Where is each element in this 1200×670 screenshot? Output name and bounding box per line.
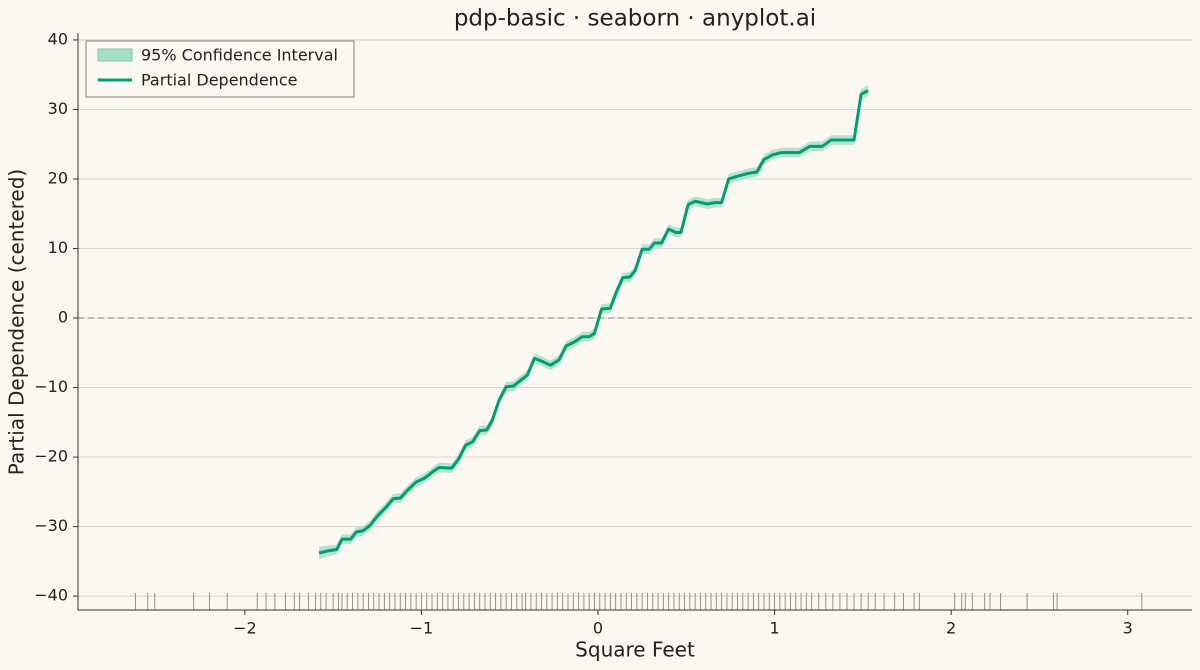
x-axis-label: Square Feet <box>575 638 695 662</box>
chart-title: pdp-basic · seaborn · anyplot.ai <box>454 6 816 32</box>
x-tick-label: 3 <box>1123 619 1133 638</box>
line <box>318 89 869 555</box>
y-tick-label: −40 <box>34 586 68 605</box>
y-tick-label: 0 <box>58 308 68 327</box>
y-tick-label: 40 <box>48 29 68 48</box>
x-tick-label: 0 <box>593 619 603 638</box>
y-tick-label: 30 <box>48 99 68 118</box>
y-tick-label: −20 <box>34 447 68 466</box>
y-tick-label: 10 <box>48 238 68 257</box>
legend-label: 95% Confidence Interval <box>141 46 338 65</box>
y-tick-label: −30 <box>34 516 68 535</box>
x-tick-label: 2 <box>946 619 956 638</box>
y-tick-label: −10 <box>34 377 68 396</box>
x-tick-label: 1 <box>769 619 779 638</box>
legend-swatch <box>97 48 133 62</box>
y-axis-label: Partial Dependence (centered) <box>5 169 29 475</box>
legend-label: Partial Dependence <box>141 71 297 90</box>
y-tick-label: 20 <box>48 168 68 187</box>
x-tick-label: −2 <box>233 619 257 638</box>
x-tick-label: −1 <box>410 619 434 638</box>
